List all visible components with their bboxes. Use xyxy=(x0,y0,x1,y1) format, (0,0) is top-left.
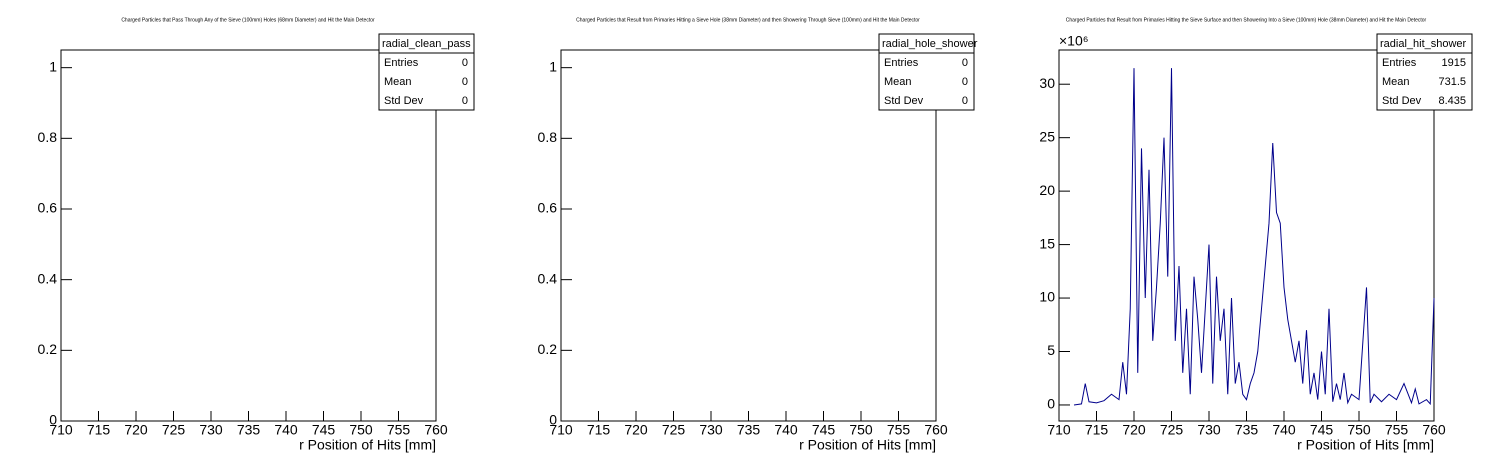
x-tick-label: 735 xyxy=(737,422,761,438)
x-tick-label: 735 xyxy=(237,422,261,438)
stats-label: Entries xyxy=(1382,57,1417,69)
chart-title: Charged Particles that Result from Prima… xyxy=(576,17,920,23)
x-tick-label: 710 xyxy=(1047,422,1071,438)
stats-label: Entries xyxy=(884,57,919,69)
stats-value: 0 xyxy=(962,95,968,107)
x-tick-label: 730 xyxy=(1197,422,1221,438)
stats-value: 731.5 xyxy=(1438,76,1466,88)
x-tick-label: 715 xyxy=(1085,422,1109,438)
stats-label: Mean xyxy=(384,76,412,88)
x-tick-label: 740 xyxy=(1272,422,1296,438)
y-exponent: ×10⁶ xyxy=(1059,33,1089,49)
stats-value: 0 xyxy=(462,57,468,69)
x-axis-label: r Position of Hits [mm] xyxy=(1297,437,1434,453)
x-tick-label: 720 xyxy=(124,422,148,438)
x-tick-label: 725 xyxy=(1160,422,1184,438)
y-tick-label: 0.4 xyxy=(538,270,558,286)
y-tick-label: 0.8 xyxy=(538,129,558,145)
x-tick-label: 710 xyxy=(549,422,573,438)
stats-label: Mean xyxy=(884,76,912,88)
stats-box xyxy=(878,33,975,111)
y-tick-label: 1 xyxy=(549,58,557,74)
stats-value: 0 xyxy=(462,76,468,88)
x-tick-label: 755 xyxy=(387,422,411,438)
stats-box xyxy=(1376,33,1473,111)
x-tick-label: 740 xyxy=(774,422,798,438)
panel: Charged Particles that Result from Prima… xyxy=(1039,17,1473,453)
x-tick-label: 725 xyxy=(162,422,186,438)
y-tick-label: 0 xyxy=(49,412,57,428)
x-tick-label: 760 xyxy=(1422,422,1446,438)
y-tick-label: 10 xyxy=(1039,289,1055,305)
stats-value: 0 xyxy=(462,95,468,107)
y-tick-label: 25 xyxy=(1039,128,1055,144)
x-tick-label: 760 xyxy=(424,422,448,438)
x-tick-label: 750 xyxy=(349,422,373,438)
x-tick-label: 735 xyxy=(1235,422,1259,438)
y-tick-label: 0.2 xyxy=(38,341,58,357)
y-tick-label: 0.6 xyxy=(38,200,58,216)
x-tick-label: 745 xyxy=(312,422,336,438)
y-tick-label: 30 xyxy=(1039,75,1055,91)
x-tick-label: 745 xyxy=(812,422,836,438)
x-tick-label: 755 xyxy=(1385,422,1409,438)
chart-title: Charged Particles that Result from Prima… xyxy=(1066,17,1427,23)
y-tick-label: 1 xyxy=(49,58,57,74)
x-tick-label: 745 xyxy=(1310,422,1334,438)
y-tick-label: 0.4 xyxy=(38,270,58,286)
x-tick-label: 730 xyxy=(699,422,723,438)
histogram-line xyxy=(1073,68,1435,406)
y-tick-label: 0 xyxy=(549,412,557,428)
stats-value: 1915 xyxy=(1442,57,1466,69)
x-tick-label: 720 xyxy=(624,422,648,438)
y-tick-label: 20 xyxy=(1039,182,1055,198)
x-tick-label: 730 xyxy=(199,422,223,438)
x-tick-label: 740 xyxy=(274,422,298,438)
y-tick-label: 0.6 xyxy=(538,200,558,216)
x-tick-label: 750 xyxy=(1347,422,1371,438)
stats-name: radial_hit_shower xyxy=(1380,38,1467,50)
stats-value: 0 xyxy=(962,57,968,69)
panel: Charged Particles that Pass Through Any … xyxy=(38,17,475,453)
x-tick-label: 755 xyxy=(887,422,911,438)
y-tick-label: 0.2 xyxy=(538,341,558,357)
x-tick-label: 760 xyxy=(924,422,948,438)
x-tick-label: 715 xyxy=(87,422,111,438)
stats-label: Std Dev xyxy=(884,95,924,107)
stats-label: Entries xyxy=(384,57,419,69)
stats-label: Std Dev xyxy=(384,95,424,107)
x-tick-label: 715 xyxy=(587,422,611,438)
stats-label: Std Dev xyxy=(1382,95,1422,107)
x-tick-label: 725 xyxy=(662,422,686,438)
y-tick-label: 15 xyxy=(1039,235,1055,251)
x-axis-label: r Position of Hits [mm] xyxy=(299,437,436,453)
chart-title: Charged Particles that Pass Through Any … xyxy=(121,17,375,23)
stats-value: 8.435 xyxy=(1438,95,1466,107)
y-tick-label: 5 xyxy=(1047,342,1055,358)
stats-name: radial_clean_pass xyxy=(382,38,471,50)
stats-label: Mean xyxy=(1382,76,1410,88)
panel: Charged Particles that Result from Prima… xyxy=(538,17,978,452)
x-tick-label: 720 xyxy=(1122,422,1146,438)
x-axis-label: r Position of Hits [mm] xyxy=(799,437,936,453)
stats-box xyxy=(378,33,475,111)
y-tick-label: 0 xyxy=(1047,396,1055,412)
stats-value: 0 xyxy=(962,76,968,88)
y-tick-label: 0.8 xyxy=(38,129,58,145)
x-tick-label: 750 xyxy=(849,422,873,438)
stats-name: radial_hole_shower xyxy=(882,38,978,50)
x-tick-label: 710 xyxy=(49,422,73,438)
